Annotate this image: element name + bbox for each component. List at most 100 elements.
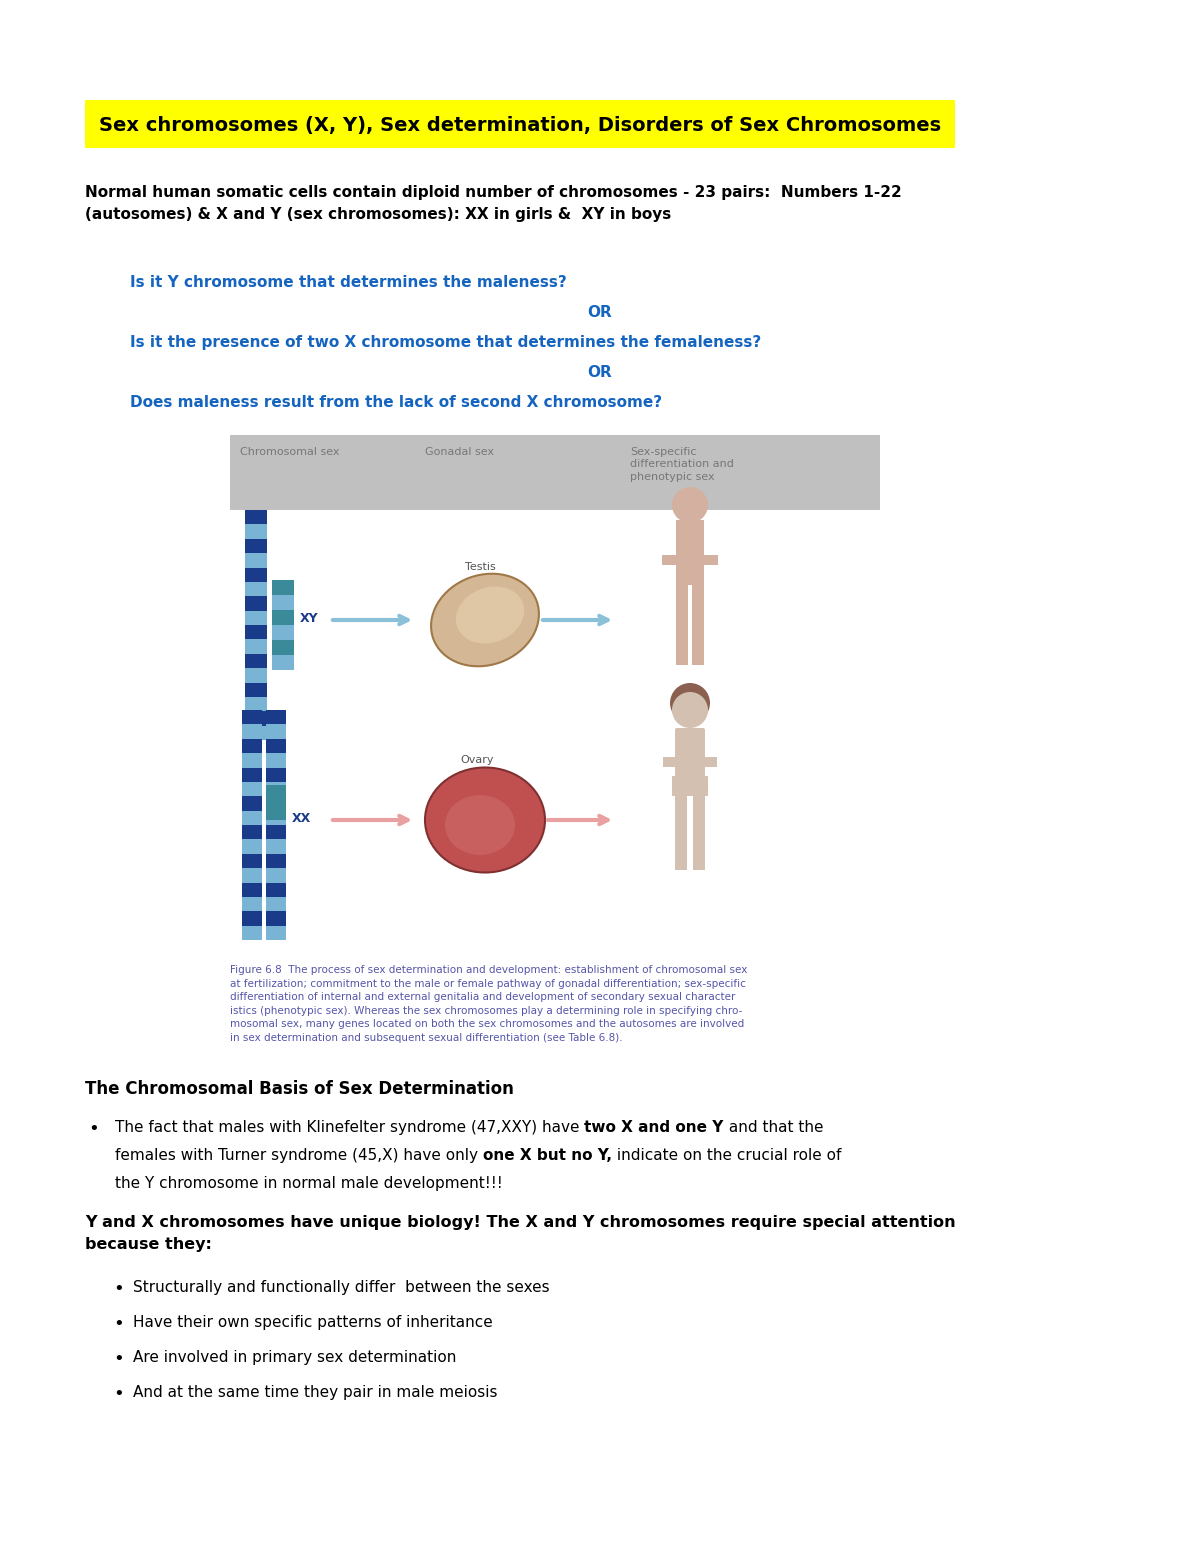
Text: •: • — [113, 1350, 124, 1368]
Text: And at the same time they pair in male meiosis: And at the same time they pair in male m… — [133, 1385, 498, 1399]
Bar — [272, 579, 294, 595]
Bar — [245, 640, 266, 654]
Text: indicate on the crucial role of: indicate on the crucial role of — [612, 1148, 841, 1163]
Text: Structurally and functionally differ  between the sexes: Structurally and functionally differ bet… — [133, 1280, 550, 1295]
Bar — [272, 655, 294, 669]
Bar — [662, 554, 676, 565]
Bar — [266, 882, 286, 898]
Bar — [266, 898, 286, 912]
Bar — [242, 839, 262, 854]
Bar — [266, 724, 286, 739]
Text: Normal human somatic cells contain diploid number of chromosomes - 23 pairs:  Nu: Normal human somatic cells contain diplo… — [85, 185, 901, 222]
Bar — [245, 668, 266, 682]
Bar — [676, 585, 688, 665]
Bar — [703, 756, 718, 767]
Bar — [266, 797, 286, 811]
Circle shape — [670, 683, 710, 724]
Bar — [242, 739, 262, 753]
Bar — [272, 595, 294, 610]
Ellipse shape — [445, 795, 515, 856]
Text: Are involved in primary sex determination: Are involved in primary sex determinatio… — [133, 1350, 456, 1365]
Text: females with Turner syndrome (45,X) have only: females with Turner syndrome (45,X) have… — [115, 1148, 482, 1163]
Bar — [242, 753, 262, 767]
Bar — [245, 525, 266, 539]
Bar — [662, 756, 677, 767]
Text: Ovary: Ovary — [460, 755, 493, 766]
Text: Chromosomal sex: Chromosomal sex — [240, 447, 340, 457]
Ellipse shape — [456, 587, 524, 643]
Bar — [245, 539, 266, 553]
Bar — [245, 682, 266, 697]
Bar — [272, 610, 294, 624]
Text: •: • — [113, 1385, 124, 1402]
Bar — [242, 710, 262, 724]
Bar — [266, 926, 286, 940]
Bar — [242, 854, 262, 868]
Text: Y and X chromosomes have unique biology! The X and Y chromosomes require special: Y and X chromosomes have unique biology!… — [85, 1214, 955, 1252]
Text: The fact that males with Klinefelter syndrome (47,XXY) have: The fact that males with Klinefelter syn… — [115, 1120, 584, 1135]
Text: •: • — [88, 1120, 98, 1138]
Bar — [245, 697, 266, 711]
Bar — [242, 868, 262, 882]
Bar — [242, 797, 262, 811]
Bar — [242, 767, 262, 781]
Bar — [245, 610, 266, 624]
Text: Testis: Testis — [466, 562, 496, 572]
Text: Figure 6.8  The process of sex determination and development: establishment of c: Figure 6.8 The process of sex determinat… — [230, 964, 748, 1044]
Bar — [242, 811, 262, 825]
Text: Sex-specific
differentiation and
phenotypic sex: Sex-specific differentiation and phenoty… — [630, 447, 734, 481]
Bar — [242, 825, 262, 839]
Bar — [266, 753, 286, 767]
Bar — [242, 912, 262, 926]
Bar — [266, 839, 286, 854]
Circle shape — [672, 488, 708, 523]
Circle shape — [672, 693, 708, 728]
Bar — [694, 795, 706, 870]
Bar — [266, 710, 286, 724]
Bar — [245, 654, 266, 668]
Text: Does maleness result from the lack of second X chromosome?: Does maleness result from the lack of se… — [130, 394, 662, 410]
Bar — [245, 725, 266, 739]
Text: Gonadal sex: Gonadal sex — [425, 447, 494, 457]
Bar — [266, 825, 286, 839]
Ellipse shape — [431, 573, 539, 666]
Bar — [266, 739, 286, 753]
Bar — [85, 99, 955, 148]
Text: XX: XX — [292, 812, 311, 825]
Text: Have their own specific patterns of inheritance: Have their own specific patterns of inhe… — [133, 1315, 493, 1329]
Text: one X but no Y,: one X but no Y, — [482, 1148, 612, 1163]
Bar — [245, 509, 266, 525]
Bar — [676, 520, 704, 585]
FancyBboxPatch shape — [672, 776, 708, 797]
Bar — [266, 912, 286, 926]
Bar — [242, 781, 262, 797]
Bar — [266, 811, 286, 825]
Bar — [242, 898, 262, 912]
Bar — [692, 585, 704, 665]
Bar — [242, 724, 262, 739]
Bar — [674, 795, 686, 870]
Text: Is it the presence of two X chromosome that determines the femaleness?: Is it the presence of two X chromosome t… — [130, 335, 761, 349]
Text: the Y chromosome in normal male development!!!: the Y chromosome in normal male developm… — [115, 1176, 503, 1191]
Text: Is it Y chromosome that determines the maleness?: Is it Y chromosome that determines the m… — [130, 275, 566, 290]
Bar — [242, 926, 262, 940]
Text: •: • — [113, 1280, 124, 1298]
Text: OR: OR — [588, 365, 612, 380]
FancyBboxPatch shape — [674, 728, 706, 792]
Bar — [245, 624, 266, 640]
Bar — [272, 624, 294, 640]
Text: The Chromosomal Basis of Sex Determination: The Chromosomal Basis of Sex Determinati… — [85, 1079, 514, 1098]
Bar — [245, 711, 266, 725]
Bar — [266, 781, 286, 797]
Bar — [266, 854, 286, 868]
Bar — [245, 553, 266, 567]
Bar — [266, 767, 286, 781]
Bar — [245, 582, 266, 596]
Ellipse shape — [425, 767, 545, 873]
Text: OR: OR — [588, 304, 612, 320]
Text: Sex chromosomes (X, Y), Sex determination, Disorders of Sex Chromosomes: Sex chromosomes (X, Y), Sex determinatio… — [98, 116, 941, 135]
Bar — [266, 784, 286, 820]
Text: and that the: and that the — [724, 1120, 823, 1135]
Text: two X and one Y: two X and one Y — [584, 1120, 724, 1135]
Text: XY: XY — [300, 612, 319, 624]
